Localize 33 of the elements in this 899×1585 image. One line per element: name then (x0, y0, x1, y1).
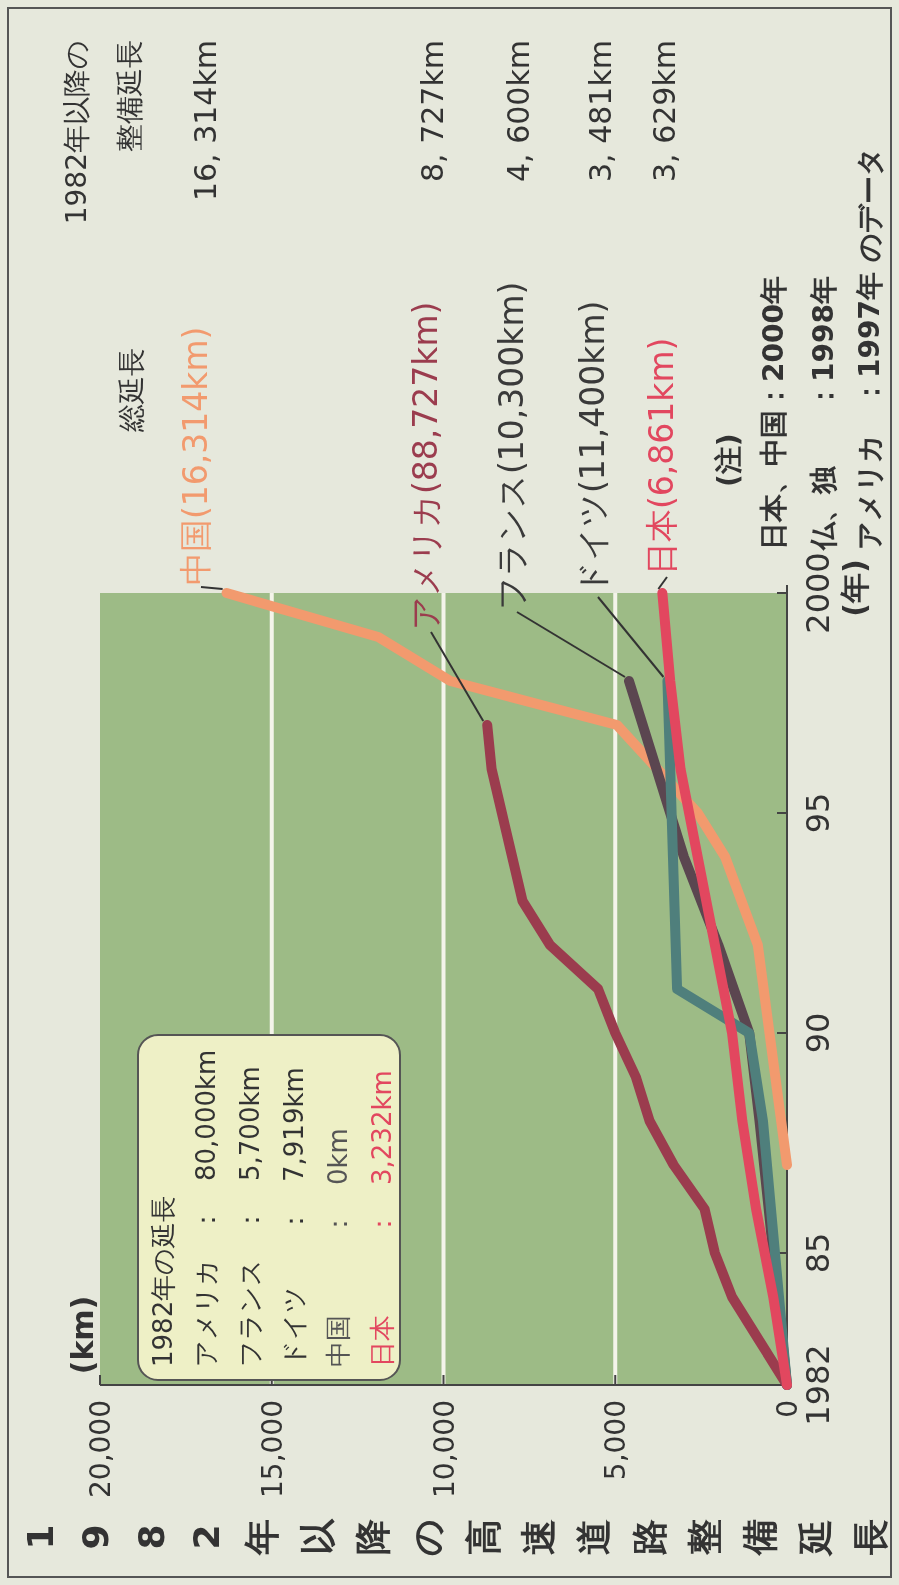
text: 中国(16,314km) (176, 326, 215, 585)
text: アメリカ ：1997年 のデータ (852, 147, 886, 550)
annotation: 日本 ： 3,232km (366, 1070, 397, 1367)
text: アメリカ(88,727km) (406, 301, 445, 630)
x-tick-label: 20,000 (84, 1400, 117, 1498)
text: 4, 600km (501, 40, 537, 183)
text: 3, 629km (647, 40, 683, 183)
annotation: ドイツ ： 7,919km (278, 1067, 309, 1367)
text: 3, 481km (583, 40, 619, 183)
text: (注) (711, 433, 745, 487)
annotation: 中国 ： 0km (322, 1128, 353, 1367)
annotation: フランス ： 5,700km (234, 1066, 265, 1367)
y-tick-label: 95 (799, 792, 837, 834)
ylabel: 1982年以降の高速道路整備延長 (20, 1518, 891, 1556)
x-tick-label: 5,000 (599, 1400, 633, 1481)
x-tick-label: 15,000 (255, 1400, 289, 1498)
text: 1982年以降の整備延長 (59, 40, 146, 225)
text: ドイツ(11,400km) (573, 300, 612, 595)
y-axis-title: (年) (837, 559, 872, 617)
annotation: (km) (65, 1295, 101, 1375)
text: 16, 314km (188, 40, 224, 202)
y-tick-label: 90 (799, 1012, 837, 1054)
text: 仏、独 ：1998年 (806, 276, 840, 551)
annotation: アメリカ ： 80,000km (190, 1049, 221, 1367)
text: 日本(6,861km) (642, 337, 681, 575)
text: フランス(10,300km) (492, 281, 531, 610)
text: 日本、中国：2000年 (756, 276, 790, 550)
text: 総延長 (114, 348, 148, 433)
annotation: 1982年の延長 (147, 1195, 178, 1367)
y-tick-label: 85 (799, 1232, 837, 1274)
text: 8, 727km (415, 40, 451, 183)
y-tick-label: 2000 (799, 552, 837, 634)
x-tick-label: 10,000 (427, 1400, 461, 1498)
